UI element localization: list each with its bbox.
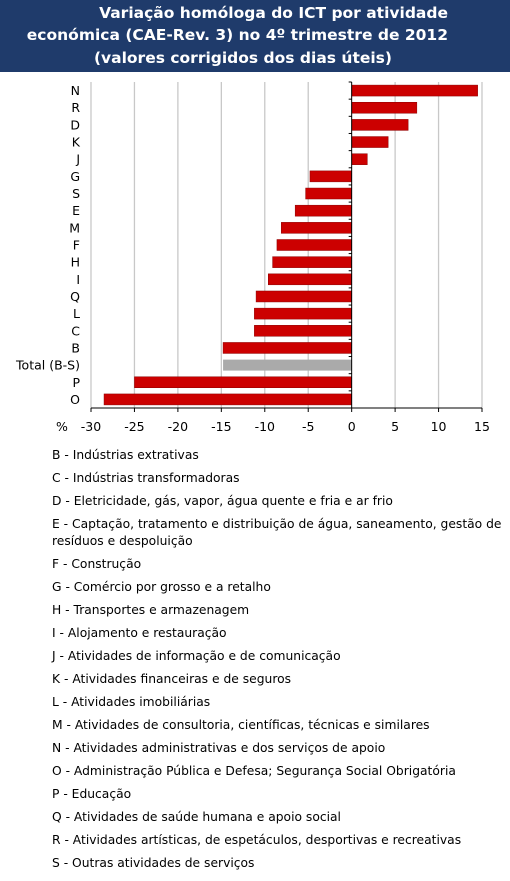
legend-item: J - Atividades de informação e de comuni… — [52, 649, 341, 663]
legend-item: G - Comércio por grosso e a retalho — [52, 580, 271, 594]
bar — [351, 136, 389, 148]
bar — [254, 307, 352, 320]
legend: B - Indústrias extrativas C - Indústrias … — [52, 447, 507, 878]
bar — [223, 359, 352, 371]
bar — [255, 290, 352, 303]
category-label: C — [71, 323, 80, 338]
category-label: N — [71, 83, 80, 98]
x-tick-label: 10 — [431, 419, 447, 434]
chart-title: Variação homóloga do ICT por atividade e… — [0, 0, 510, 72]
legend-item: S - Outras atividades de serviços — [52, 856, 255, 870]
bar — [351, 119, 409, 131]
legend-item: I - Alojamento e restauração — [52, 626, 227, 640]
category-label: B — [71, 340, 80, 355]
bar — [103, 393, 352, 406]
x-tick-label: 5 — [391, 419, 399, 434]
bar — [222, 342, 352, 354]
bar — [281, 222, 352, 234]
x-tick-label: -15 — [211, 419, 231, 434]
category-label: P — [72, 375, 80, 390]
x-tick-label: -20 — [168, 419, 188, 434]
category-label: J — [75, 152, 80, 167]
bar — [272, 256, 352, 268]
legend-item: K - Atividades financeiras e de seguros — [52, 672, 292, 686]
bar — [134, 376, 352, 389]
category-label: Total (B-S) — [15, 358, 80, 373]
legend-item: Q - Atividades de saúde humana e apoio s… — [52, 810, 341, 824]
bar — [254, 325, 352, 337]
x-tick-label: -10 — [255, 419, 275, 434]
category-label: S — [72, 186, 80, 201]
bar — [351, 153, 368, 165]
bar — [268, 273, 352, 286]
category-label: R — [71, 100, 80, 115]
category-label: D — [70, 117, 80, 132]
title-line-3: (valores corrigidos dos dias úteis) — [93, 49, 392, 67]
axes — [90, 81, 483, 412]
tick-labels: -30 -25 -20 -15 -10 -5 0 5 10 15% — [56, 419, 490, 434]
category-label: M — [69, 220, 80, 235]
x-tick-label: -25 — [124, 419, 144, 434]
title-line-2: económica (CAE-Rev. 3) no 4º trimestre d… — [26, 26, 448, 44]
bar — [294, 204, 352, 217]
legend-item: D - Eletricidade, gás, vapor, água quent… — [52, 494, 393, 508]
category-label: K — [72, 135, 81, 150]
bars — [103, 84, 478, 406]
legend-item: M - Atividades de consultoria, científic… — [52, 718, 430, 732]
category-label: Q — [70, 289, 80, 304]
category-label: G — [70, 169, 80, 184]
legend-item: B - Indústrias extrativas — [52, 448, 199, 462]
bar — [351, 101, 418, 114]
x-unit-label: % — [56, 419, 68, 434]
category-label: O — [70, 392, 80, 407]
legend-item: N - Atividades administrativas e dos ser… — [52, 741, 386, 755]
bar — [276, 239, 352, 251]
bar — [351, 84, 478, 97]
title-line-1: Variação homóloga do ICT por atividade — [99, 4, 448, 22]
x-tick-label: 0 — [348, 419, 356, 434]
legend-item: C - Indústrias transformadoras — [52, 471, 240, 485]
category-label: E — [72, 203, 80, 218]
category-label: F — [73, 238, 80, 253]
legend-item: P - Educação — [52, 787, 132, 801]
category-label: L — [73, 306, 80, 321]
legend-item: H - Transportes e armazenagem — [52, 603, 250, 617]
category-label: I — [76, 272, 80, 287]
legend-item: L - Atividades imobiliárias — [52, 695, 211, 709]
bar — [305, 187, 352, 200]
bar — [309, 170, 352, 183]
x-tick-label: 15 — [474, 419, 490, 434]
legend-item: E - Captação, tratamento e distribuição … — [52, 517, 502, 548]
x-tick-label: -5 — [302, 419, 314, 434]
x-tick-label: -30 — [81, 419, 101, 434]
legend-item: O - Administração Pública e Defesa; Segu… — [52, 764, 456, 778]
category-label: H — [71, 255, 80, 270]
legend-item: R - Atividades artísticas, de espetáculo… — [52, 833, 462, 847]
legend-item: F - Construção — [52, 557, 142, 571]
